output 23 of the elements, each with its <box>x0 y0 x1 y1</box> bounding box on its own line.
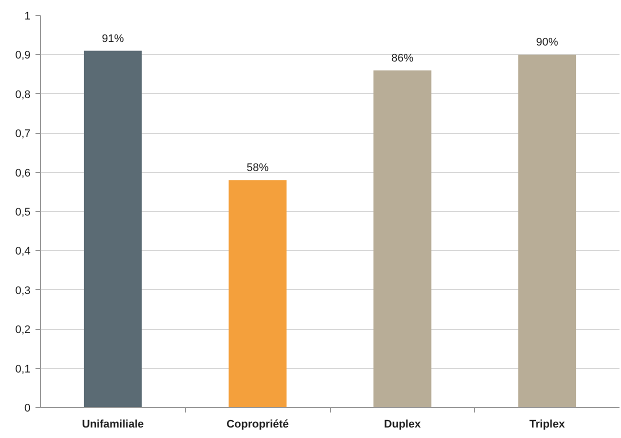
y-tick-label: 1 <box>24 10 31 22</box>
bar <box>228 180 287 408</box>
y-tick-label: 0,6 <box>15 167 31 180</box>
data-label: 90% <box>536 36 558 49</box>
data-label: 91% <box>102 32 124 45</box>
y-tick-label: 0,8 <box>15 88 31 101</box>
x-tick-label: Unifamiliale <box>82 418 144 430</box>
bar <box>84 50 142 408</box>
data-label: 86% <box>391 52 414 64</box>
y-tick-label: 0,7 <box>15 128 31 140</box>
bar <box>518 54 576 408</box>
x-tick-label: Triplex <box>529 418 566 430</box>
x-tick-label: Duplex <box>384 418 422 430</box>
y-tick-label: 0,3 <box>15 284 31 297</box>
y-tick-label: 0,4 <box>15 246 31 258</box>
data-label: 58% <box>246 162 269 174</box>
x-tick-label: Copropriété <box>226 418 289 430</box>
y-tick-label: 0,9 <box>15 50 31 62</box>
y-tick-label: 0,5 <box>15 206 31 218</box>
y-tick-label: 0,1 <box>15 363 31 376</box>
bar <box>373 70 432 408</box>
y-tick-label: 0 <box>24 402 31 414</box>
y-tick-label: 0,2 <box>15 324 31 336</box>
